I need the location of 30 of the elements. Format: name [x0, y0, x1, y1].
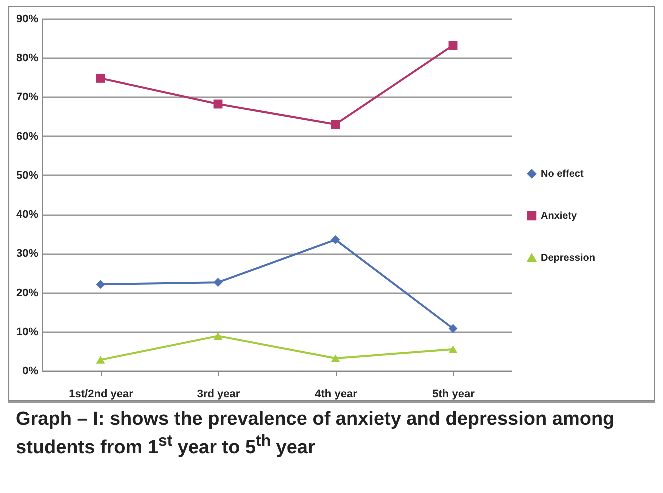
point — [448, 41, 458, 50]
point — [214, 332, 223, 340]
legend-label: Depression — [541, 253, 596, 264]
y-tick-label: 90% — [16, 14, 39, 26]
y-tick-label: 50% — [16, 170, 39, 182]
point — [96, 74, 106, 83]
x-tick-label: 3rd year — [197, 388, 241, 400]
x-tick-label: 1st/2nd year — [69, 388, 134, 400]
y-tick-label: 10% — [16, 326, 39, 338]
legend-label: Anxiety — [541, 211, 578, 222]
point — [331, 354, 340, 362]
y-tick-label: 40% — [16, 209, 39, 222]
point — [331, 236, 340, 244]
text: Graph – I: shows the prevalence of anxiety and depression among students from 1$^{st}$ year to 5$^{th}$ year — [8, 401, 655, 466]
y-tick-label: 70% — [16, 92, 39, 104]
y-tick-label: 80% — [16, 52, 39, 65]
x-tick-label: 4th year — [315, 388, 358, 400]
x-tick-label: 5th year — [432, 388, 476, 400]
y-tick-label: 60% — [16, 130, 39, 143]
y-tick-label: 0% — [22, 366, 39, 378]
point — [331, 120, 340, 130]
point — [96, 356, 106, 364]
y-tick-label: 20% — [16, 287, 39, 300]
legend-label: No effect — [541, 169, 584, 180]
point — [214, 100, 223, 109]
point — [448, 346, 458, 354]
point — [214, 278, 223, 288]
y-tick-label: 30% — [16, 248, 39, 260]
point — [448, 324, 458, 334]
point — [96, 280, 106, 290]
